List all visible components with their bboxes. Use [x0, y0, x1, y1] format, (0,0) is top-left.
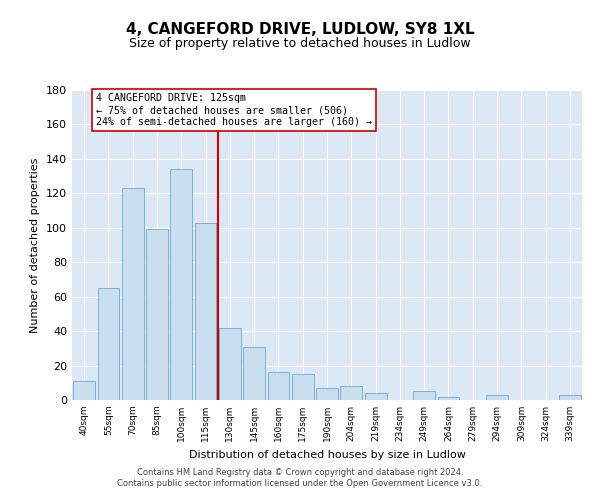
- Bar: [170, 169, 192, 400]
- Text: 4, CANGEFORD DRIVE, LUDLOW, SY8 1XL: 4, CANGEFORD DRIVE, LUDLOW, SY8 1XL: [125, 22, 475, 38]
- Bar: [486, 395, 508, 400]
- Bar: [292, 374, 314, 400]
- Bar: [194, 222, 217, 400]
- X-axis label: Distribution of detached houses by size in Ludlow: Distribution of detached houses by size …: [188, 450, 466, 460]
- Text: 4 CANGEFORD DRIVE: 125sqm
← 75% of detached houses are smaller (506)
24% of semi: 4 CANGEFORD DRIVE: 125sqm ← 75% of detac…: [96, 94, 372, 126]
- Text: Size of property relative to detached houses in Ludlow: Size of property relative to detached ho…: [129, 38, 471, 51]
- Bar: [146, 230, 168, 400]
- Bar: [340, 386, 362, 400]
- Text: Contains HM Land Registry data © Crown copyright and database right 2024.
Contai: Contains HM Land Registry data © Crown c…: [118, 468, 482, 487]
- Bar: [73, 381, 95, 400]
- Bar: [219, 328, 241, 400]
- Bar: [268, 372, 289, 400]
- Bar: [243, 346, 265, 400]
- Bar: [122, 188, 143, 400]
- Y-axis label: Number of detached properties: Number of detached properties: [31, 158, 40, 332]
- Bar: [413, 392, 435, 400]
- Bar: [559, 395, 581, 400]
- Bar: [365, 393, 386, 400]
- Bar: [316, 388, 338, 400]
- Bar: [97, 288, 119, 400]
- Bar: [437, 396, 460, 400]
